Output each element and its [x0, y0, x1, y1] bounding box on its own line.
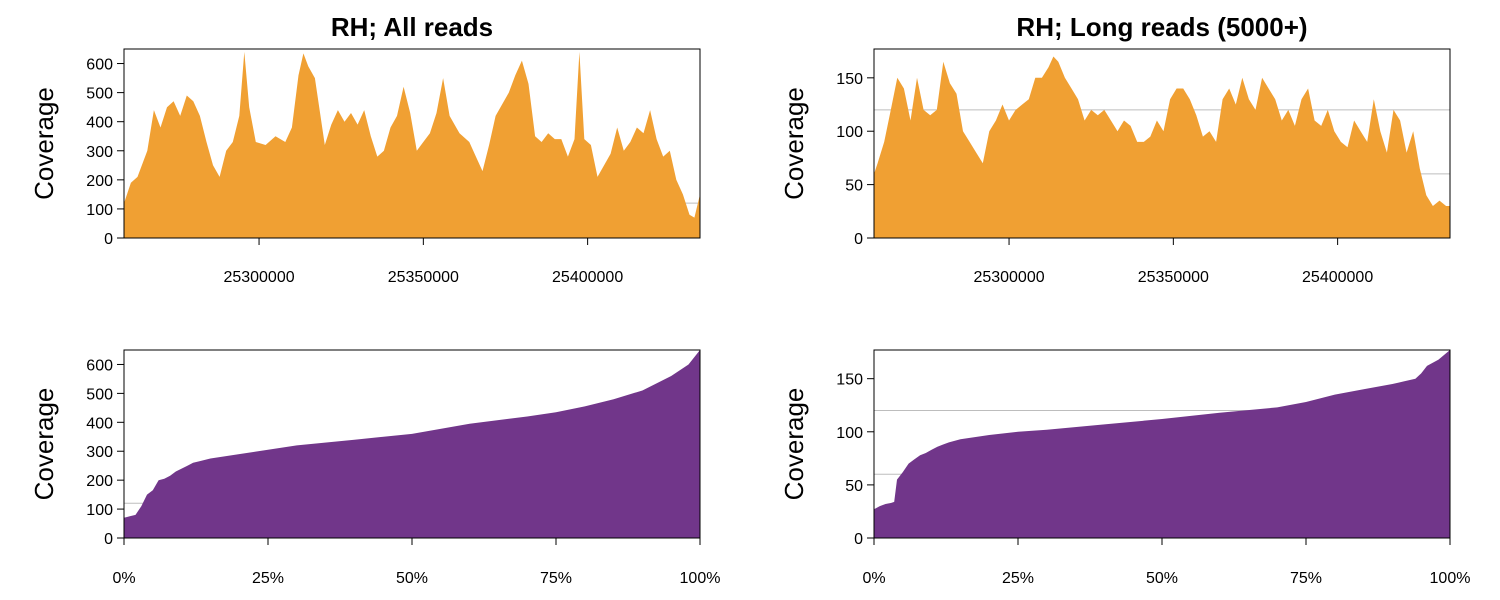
y-tick-label: 100 [836, 425, 863, 442]
y-tick-label: 0 [104, 231, 113, 248]
y-tick-label: 200 [86, 473, 113, 490]
y-axis: 0 100 200 300 400 500 600 [86, 57, 124, 248]
y-tick-label: 0 [104, 531, 113, 548]
x-tick-label: 100% [1430, 570, 1471, 587]
y-tick-label: 100 [836, 124, 863, 141]
x-axis: 0% 25% 50% 75% 100% [862, 538, 1470, 587]
y-tick-label: 600 [86, 357, 113, 374]
y-tick-label: 150 [836, 71, 863, 88]
x-tick-label: 75% [1290, 570, 1322, 587]
x-axis: 0% 25% 50% 75% 100% [112, 538, 720, 587]
sorted-coverage-area [874, 350, 1450, 538]
y-tick-label: 50 [845, 178, 863, 195]
panel-all-reads-coverage: 0 100 200 300 400 500 600 25300000 25350000 2540… [29, 12, 701, 286]
y-tick-label: 500 [86, 86, 113, 103]
y-tick-label: 400 [86, 415, 113, 432]
y-tick-label: 50 [845, 478, 863, 495]
panel-all-reads-sorted: 0 100 200 300 400 500 600 0% 25% 50% 75% 100% Cove… [29, 349, 720, 587]
y-axis-label: Coverage [779, 388, 809, 501]
y-tick-label: 150 [836, 372, 863, 389]
x-tick-label: 25350000 [1138, 269, 1209, 286]
y-axis: 0 100 200 300 400 500 600 [86, 357, 124, 548]
y-tick-label: 100 [86, 202, 113, 219]
x-tick-label: 25400000 [552, 269, 623, 286]
x-tick-label: 100% [680, 570, 721, 587]
x-tick-label: 0% [862, 570, 885, 587]
x-tick-label: 50% [396, 570, 428, 587]
y-axis: 0 50 100 150 [836, 71, 874, 248]
x-tick-label: 50% [1146, 570, 1178, 587]
x-tick-label: 25350000 [388, 269, 459, 286]
y-tick-label: 400 [86, 115, 113, 132]
x-axis: 25300000 25350000 25400000 [973, 238, 1373, 286]
y-axis-label: Coverage [29, 388, 59, 501]
x-tick-label: 0% [112, 570, 135, 587]
y-tick-label: 600 [86, 57, 113, 74]
x-axis: 25300000 25350000 25400000 [223, 238, 623, 286]
x-tick-label: 25300000 [973, 269, 1044, 286]
y-tick-label: 300 [86, 444, 113, 461]
sorted-coverage-area [124, 350, 700, 538]
x-tick-label: 75% [540, 570, 572, 587]
plot-frame [873, 48, 1451, 239]
panel-long-reads-sorted: 0 50 100 150 0% 25% 50% 75% 100% Coverage [779, 349, 1470, 587]
plot-frame [123, 48, 701, 239]
x-tick-label: 25% [1002, 570, 1034, 587]
x-tick-label: 25300000 [223, 269, 294, 286]
y-tick-label: 500 [86, 386, 113, 403]
y-axis-label: Coverage [29, 87, 59, 200]
y-tick-label: 0 [854, 231, 863, 248]
panel-title: RH; All reads [331, 12, 493, 42]
y-tick-label: 100 [86, 502, 113, 519]
coverage-area [874, 56, 1450, 238]
y-tick-label: 300 [86, 144, 113, 161]
y-tick-label: 200 [86, 173, 113, 190]
coverage-area [124, 51, 700, 239]
y-tick-label: 0 [854, 531, 863, 548]
y-axis: 0 50 100 150 [836, 372, 874, 548]
y-axis-label: Coverage [779, 87, 809, 200]
x-tick-label: 25400000 [1302, 269, 1373, 286]
x-tick-label: 25% [252, 570, 284, 587]
panel-title: RH; Long reads (5000+) [1016, 12, 1307, 42]
panel-long-reads-coverage: 0 50 100 150 25300000 25350000 25400000 RH; L… [779, 12, 1451, 286]
